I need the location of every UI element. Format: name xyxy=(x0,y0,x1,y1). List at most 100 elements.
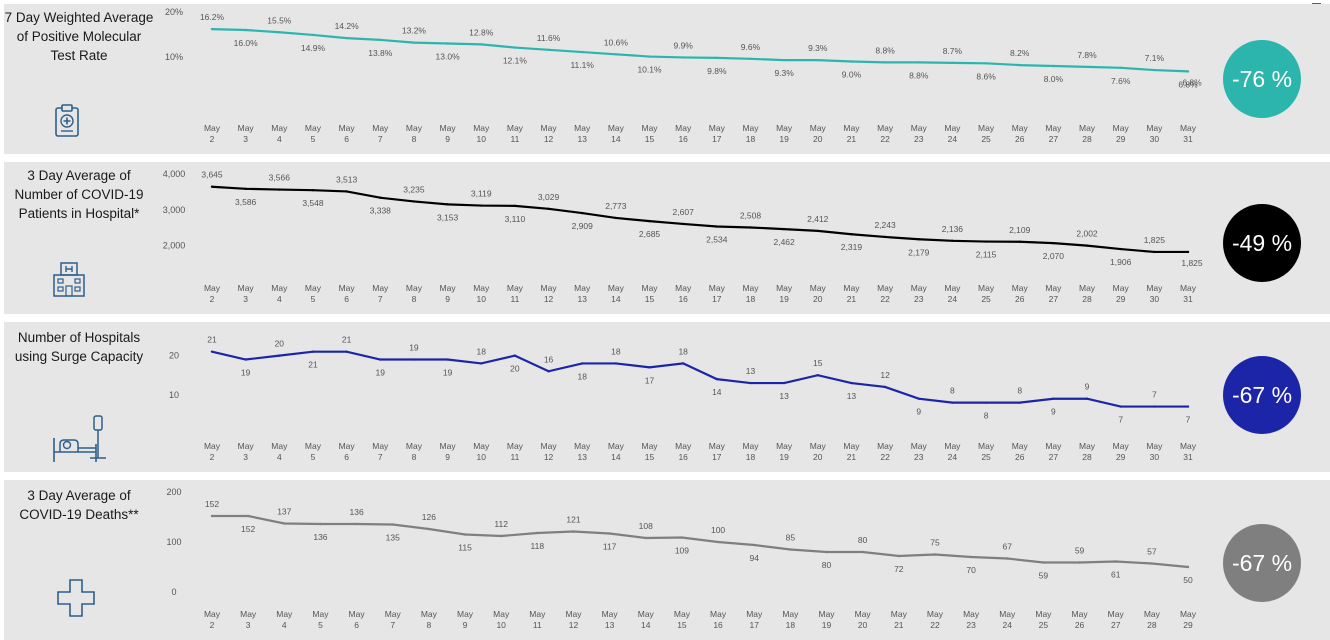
x-tick-label: May 24 xyxy=(999,609,1016,630)
data-label: 8 xyxy=(1017,386,1022,396)
x-tick-label: May 26 xyxy=(1012,283,1029,304)
data-label: 14.9% xyxy=(301,43,326,53)
data-point xyxy=(850,381,853,385)
data-point xyxy=(816,374,819,377)
x-tick-label: May 6 xyxy=(339,441,356,462)
data-point xyxy=(1119,247,1122,251)
x-tick-label: May 8 xyxy=(406,283,423,304)
data-point xyxy=(917,61,920,64)
series-line xyxy=(211,350,1188,408)
data-point xyxy=(412,200,416,203)
data-label: 7.8% xyxy=(1077,50,1097,60)
hospital-building-icon xyxy=(52,260,86,298)
x-tick-label: May 16 xyxy=(710,609,727,630)
data-label: 3,029 xyxy=(538,192,560,202)
data-point xyxy=(391,523,394,526)
data-label: 16 xyxy=(544,354,554,364)
data-point xyxy=(278,188,281,191)
data-point xyxy=(1150,562,1154,565)
data-label: 10.6% xyxy=(604,37,629,47)
x-tick-label: May 2 xyxy=(204,609,221,630)
x-tick-label: May 5 xyxy=(312,609,329,630)
data-point xyxy=(1018,401,1021,404)
x-tick-label: May 11 xyxy=(507,441,524,462)
data-point xyxy=(581,50,584,54)
data-label: 21 xyxy=(207,335,217,345)
clipboard-plus-icon xyxy=(54,104,80,138)
x-tick-label: May 18 xyxy=(742,441,759,462)
data-point xyxy=(951,61,954,65)
data-point xyxy=(614,216,618,220)
data-point xyxy=(782,58,786,62)
x-tick-label: May 4 xyxy=(271,441,288,462)
x-tick-label: May 12 xyxy=(565,609,582,630)
x-tick-label: May 20 xyxy=(810,441,827,462)
y-tick-label: 200 xyxy=(166,487,181,497)
x-tick-label: May 6 xyxy=(339,283,356,304)
series-line xyxy=(212,514,1189,569)
data-point xyxy=(246,514,250,518)
data-label: 136 xyxy=(313,532,327,542)
x-tick-label: May 7 xyxy=(372,441,389,462)
panel-deaths: 3 Day Average of COVID-19 Deaths** 200 10… xyxy=(4,480,1330,640)
x-tick-label: May 28 xyxy=(1144,609,1161,630)
x-tick-label: May 9 xyxy=(440,123,457,144)
data-point xyxy=(345,350,348,353)
data-label: 10.1% xyxy=(637,65,662,75)
x-tick-label: May 30 xyxy=(1146,441,1163,462)
data-label: 7.6% xyxy=(1111,76,1131,86)
data-label: 3,110 xyxy=(505,214,526,224)
data-point xyxy=(984,62,988,65)
data-point xyxy=(917,397,920,400)
data-point xyxy=(984,401,988,404)
panel-positive-test-rate: 7 Day Weighted Average of Positive Molec… xyxy=(4,4,1330,154)
data-point xyxy=(614,53,618,56)
data-point xyxy=(1153,68,1156,72)
chart-positive-test-rate: 20% 10% 16.2% 16.0% 15.5% 14.9% 14.2% 13.8% 13.2… xyxy=(165,7,1202,144)
data-label: 152 xyxy=(241,524,255,534)
data-label: 72 xyxy=(894,564,904,574)
data-point xyxy=(1186,250,1190,254)
data-label: 3,645 xyxy=(201,170,223,180)
data-label: 1,906 xyxy=(1110,257,1132,267)
data-point xyxy=(716,540,720,544)
x-tick-label: May 14 xyxy=(608,441,625,462)
data-point xyxy=(547,207,550,210)
x-tick-label: May 26 xyxy=(1012,123,1029,144)
data-point xyxy=(681,56,685,59)
data-point xyxy=(379,196,382,199)
data-point xyxy=(210,514,214,518)
data-point xyxy=(1018,63,1021,67)
data-point xyxy=(1186,70,1190,73)
data-point xyxy=(1186,405,1190,408)
x-tick-label: May 19 xyxy=(818,609,835,630)
data-point xyxy=(547,370,550,373)
data-point xyxy=(412,358,416,361)
data-point xyxy=(311,33,315,37)
data-label: 59 xyxy=(1039,571,1049,581)
data-point xyxy=(883,61,887,64)
x-tick-label: May 20 xyxy=(810,283,827,304)
data-label: 8 xyxy=(950,386,955,396)
data-point xyxy=(210,27,214,31)
data-point xyxy=(513,204,517,208)
data-point xyxy=(681,362,685,365)
panel-title: 3 Day Average of Number of COVID-19 Pati… xyxy=(14,168,144,221)
data-label: 7.1% xyxy=(1145,53,1165,63)
x-tick-label: May 25 xyxy=(978,441,995,462)
data-point xyxy=(984,240,988,243)
x-tick-label: May 14 xyxy=(608,283,625,304)
change-badge: -49 % xyxy=(1223,204,1301,282)
x-tick-label: May 28 xyxy=(1079,123,1096,144)
data-point xyxy=(1078,561,1081,564)
data-label: 16.2% xyxy=(200,12,225,22)
data-label: 3,513 xyxy=(336,174,358,184)
x-tick-label: May 19 xyxy=(776,123,793,144)
data-point xyxy=(446,203,449,206)
data-point xyxy=(861,550,864,554)
data-label: 15 xyxy=(813,358,823,368)
x-tick-label: May 31 xyxy=(1180,283,1197,304)
data-point xyxy=(345,36,348,40)
data-label: 80 xyxy=(822,560,832,570)
data-point xyxy=(1052,241,1055,245)
